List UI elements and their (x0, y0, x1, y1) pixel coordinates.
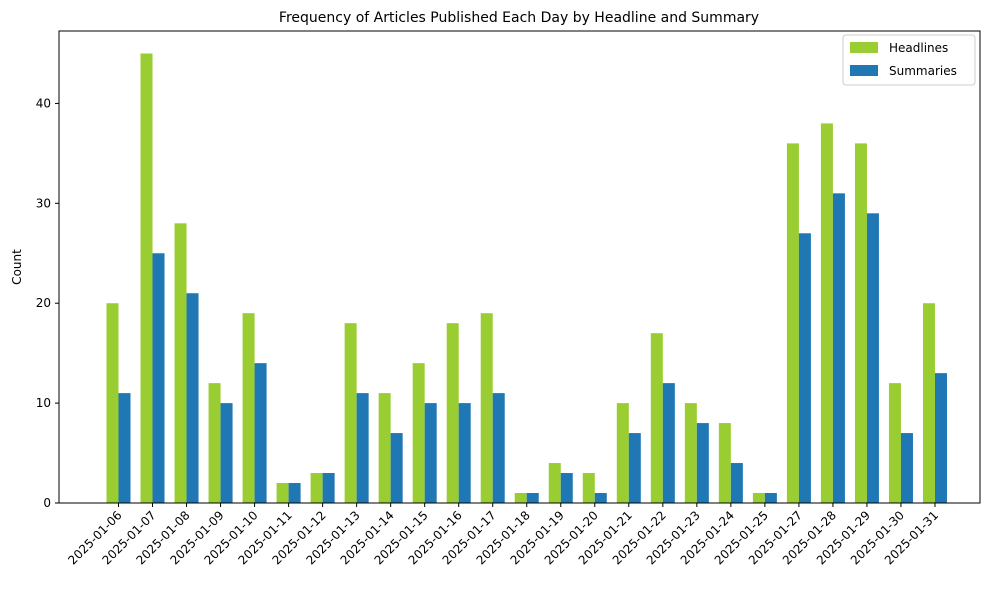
legend-swatch-summaries (850, 65, 878, 76)
bar-headlines-2025-01-14 (378, 393, 391, 503)
x-axis-ticks: 2025-01-062025-01-072025-01-082025-01-09… (65, 503, 941, 567)
bar-summaries-2025-01-29 (866, 213, 879, 503)
bar-summaries-2025-01-07 (152, 253, 165, 503)
legend: Headlines Summaries (842, 34, 976, 86)
bar-summaries-2025-01-21 (628, 433, 641, 503)
bars-layer (106, 53, 947, 504)
y-axis-label: Count (10, 249, 24, 285)
bar-summaries-2025-01-27 (798, 233, 811, 504)
bar-headlines-2025-01-09 (208, 383, 221, 503)
bar-summaries-2025-01-09 (220, 403, 233, 503)
bar-summaries-2025-01-30 (900, 433, 913, 503)
y-axis-ticks: 0 10 20 30 40 (36, 96, 59, 510)
bar-summaries-2025-01-17 (492, 393, 505, 503)
bar-headlines-2025-01-27 (786, 143, 799, 503)
y-tick-label: 0 (43, 496, 51, 510)
bar-summaries-2025-01-06 (118, 393, 131, 503)
y-tick-label: 20 (36, 296, 51, 310)
bar-headlines-2025-01-16 (446, 323, 459, 503)
y-tick-label: 10 (36, 396, 51, 410)
bar-summaries-2025-01-08 (186, 293, 199, 503)
bar-summaries-2025-01-25 (764, 493, 777, 503)
bar-headlines-2025-01-15 (412, 363, 425, 503)
bar-headlines-2025-01-25 (752, 493, 765, 503)
bar-summaries-2025-01-31 (934, 373, 947, 503)
bar-headlines-2025-01-08 (174, 223, 187, 504)
bar-headlines-2025-01-12 (310, 473, 323, 503)
bar-summaries-2025-01-12 (322, 473, 335, 503)
bar-headlines-2025-01-19 (548, 463, 561, 503)
bar-summaries-2025-01-24 (730, 463, 743, 503)
bar-headlines-2025-01-06 (106, 303, 119, 503)
legend-label-headlines: Headlines (889, 41, 948, 55)
bar-summaries-2025-01-22 (662, 383, 675, 503)
bar-headlines-2025-01-13 (344, 323, 357, 503)
bar-summaries-2025-01-19 (560, 473, 573, 503)
bar-summaries-2025-01-28 (832, 193, 845, 503)
bar-headlines-2025-01-28 (820, 123, 833, 504)
legend-swatch-headlines (850, 42, 878, 53)
bar-headlines-2025-01-22 (650, 333, 663, 503)
bar-summaries-2025-01-14 (390, 433, 403, 503)
chart-title: Frequency of Articles Published Each Day… (279, 10, 759, 26)
y-tick-label: 40 (36, 96, 51, 110)
bar-summaries-2025-01-10 (254, 363, 267, 503)
bar-headlines-2025-01-18 (514, 493, 527, 503)
bar-headlines-2025-01-20 (582, 473, 595, 503)
bar-headlines-2025-01-31 (922, 303, 935, 503)
bar-summaries-2025-01-20 (594, 493, 607, 503)
bar-headlines-2025-01-10 (242, 313, 255, 503)
bar-summaries-2025-01-15 (424, 403, 437, 503)
bar-headlines-2025-01-29 (854, 143, 867, 503)
bar-headlines-2025-01-23 (684, 403, 697, 503)
legend-label-summaries: Summaries (889, 64, 957, 78)
bar-headlines-2025-01-30 (888, 383, 901, 503)
bar-summaries-2025-01-16 (458, 403, 471, 503)
plot-frame (58, 30, 981, 504)
bar-headlines-2025-01-21 (616, 403, 629, 503)
bar-summaries-2025-01-13 (356, 393, 369, 503)
bar-headlines-2025-01-24 (718, 423, 731, 503)
bar-summaries-2025-01-23 (696, 423, 709, 503)
y-tick-label: 30 (36, 196, 51, 210)
bar-headlines-2025-01-11 (276, 483, 289, 503)
bar-summaries-2025-01-18 (526, 493, 539, 503)
bar-headlines-2025-01-17 (480, 313, 493, 503)
bar-headlines-2025-01-07 (140, 53, 153, 503)
bar-summaries-2025-01-11 (288, 483, 301, 503)
